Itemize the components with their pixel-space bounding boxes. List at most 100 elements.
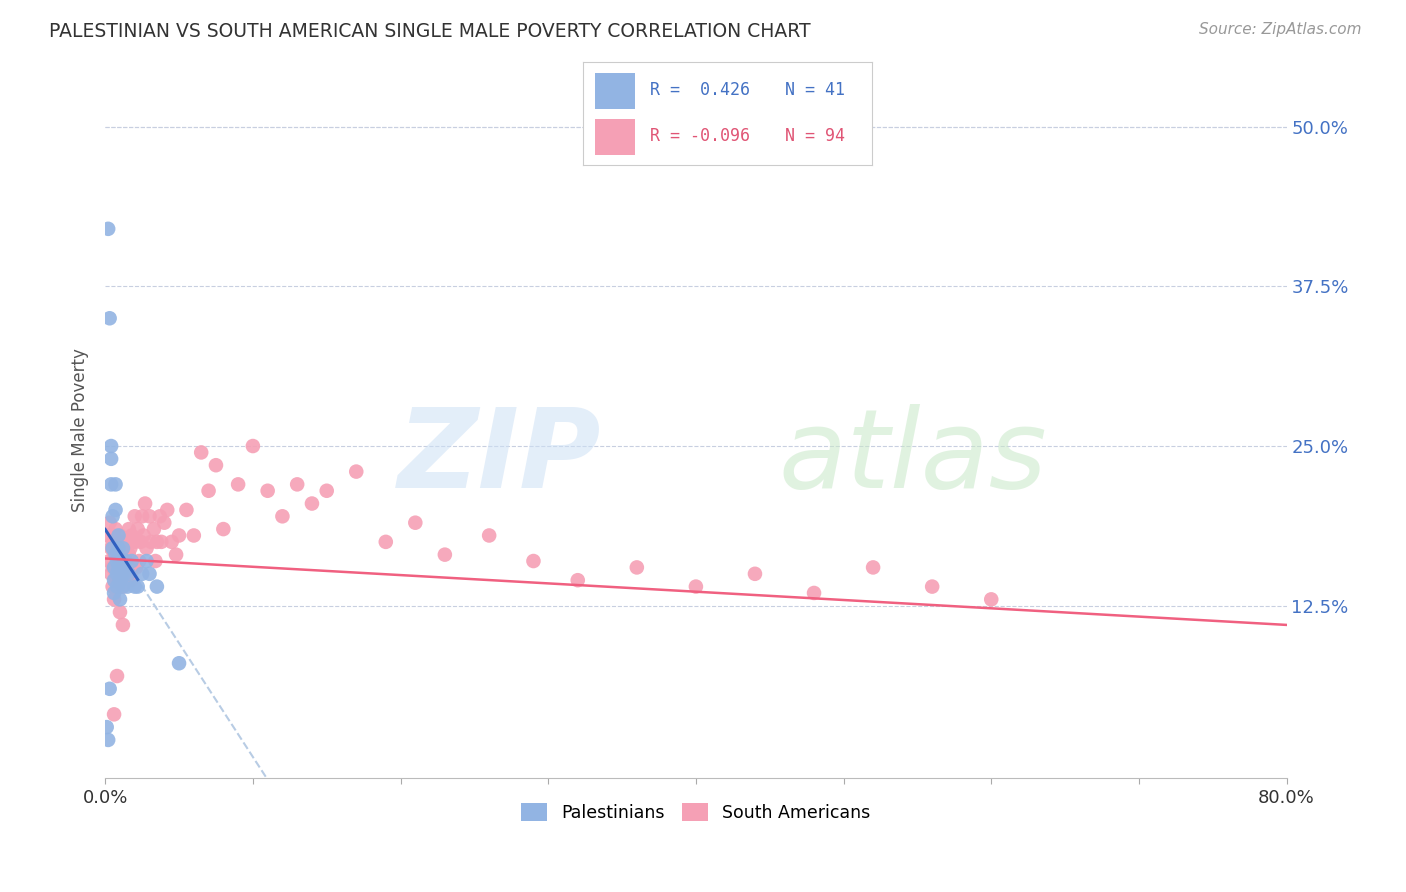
Point xyxy=(105,669,128,683)
Point xyxy=(115,534,138,549)
Point xyxy=(118,522,141,536)
Text: atlas: atlas xyxy=(779,404,1047,511)
Point xyxy=(111,534,134,549)
Point xyxy=(127,580,149,594)
Text: PALESTINIAN VS SOUTH AMERICAN SINGLE MALE POVERTY CORRELATION CHART: PALESTINIAN VS SOUTH AMERICAN SINGLE MAL… xyxy=(49,22,811,41)
Point xyxy=(117,573,139,587)
Point xyxy=(138,509,160,524)
Point xyxy=(108,605,131,619)
Point xyxy=(127,522,149,536)
Point xyxy=(100,439,122,453)
Point xyxy=(111,541,134,556)
Point xyxy=(107,580,129,594)
Point xyxy=(135,554,157,568)
Point xyxy=(100,541,122,556)
Bar xyxy=(595,119,636,155)
Text: N = 94: N = 94 xyxy=(785,128,845,145)
Point xyxy=(105,573,128,587)
Point xyxy=(108,580,131,594)
Text: N = 41: N = 41 xyxy=(785,81,845,99)
Point xyxy=(108,566,131,581)
Point xyxy=(921,580,943,594)
Point xyxy=(108,573,131,587)
Point xyxy=(156,503,179,517)
Point xyxy=(301,497,323,511)
Point xyxy=(139,534,162,549)
Point xyxy=(112,560,135,574)
Point xyxy=(107,560,129,574)
Point xyxy=(131,566,153,581)
Point xyxy=(111,618,134,632)
Point xyxy=(97,222,120,236)
Point xyxy=(101,541,124,556)
Point xyxy=(522,554,544,568)
Point xyxy=(104,541,127,556)
Point xyxy=(97,732,120,747)
Point xyxy=(96,720,118,734)
Point xyxy=(685,580,707,594)
Point xyxy=(105,554,128,568)
Point xyxy=(110,541,132,556)
Point xyxy=(226,477,249,491)
Point xyxy=(122,560,145,574)
Point xyxy=(146,534,169,549)
Point xyxy=(104,548,127,562)
Point xyxy=(100,451,122,466)
Point xyxy=(110,573,132,587)
Point xyxy=(183,528,205,542)
Point xyxy=(108,528,131,542)
Point xyxy=(150,534,173,549)
Point xyxy=(100,477,122,491)
Point xyxy=(112,554,135,568)
Point xyxy=(374,534,396,549)
Point xyxy=(108,548,131,562)
Point xyxy=(120,566,142,581)
Point xyxy=(124,580,146,594)
Point xyxy=(115,554,138,568)
Point xyxy=(98,311,121,326)
Point xyxy=(567,573,589,587)
Point xyxy=(134,497,156,511)
Point xyxy=(138,566,160,581)
Point xyxy=(145,554,167,568)
Point xyxy=(103,586,125,600)
Point xyxy=(118,566,141,581)
Point xyxy=(104,522,127,536)
Point xyxy=(167,528,190,542)
Legend: Palestinians, South Americans: Palestinians, South Americans xyxy=(515,796,877,829)
Point xyxy=(165,548,187,562)
Point xyxy=(980,592,1002,607)
Point xyxy=(344,465,367,479)
Point xyxy=(107,560,129,574)
Point xyxy=(256,483,278,498)
Point xyxy=(433,548,456,562)
Point xyxy=(803,586,825,600)
Point xyxy=(146,580,169,594)
Text: ZIP: ZIP xyxy=(398,404,602,511)
Point xyxy=(121,554,143,568)
Point xyxy=(149,509,172,524)
Point xyxy=(176,503,198,517)
Point xyxy=(111,580,134,594)
Point xyxy=(110,554,132,568)
Point xyxy=(160,534,183,549)
Point xyxy=(112,548,135,562)
Point xyxy=(167,657,190,671)
Point xyxy=(121,573,143,587)
Point xyxy=(124,509,146,524)
Point xyxy=(132,528,155,542)
Point xyxy=(118,548,141,562)
Point xyxy=(117,580,139,594)
Point xyxy=(104,503,127,517)
Point xyxy=(98,554,121,568)
Point xyxy=(105,580,128,594)
Point xyxy=(101,560,124,574)
Point xyxy=(107,541,129,556)
Point xyxy=(190,445,212,459)
Point xyxy=(103,573,125,587)
Point xyxy=(205,458,228,473)
Point xyxy=(131,509,153,524)
Point xyxy=(135,541,157,556)
Point xyxy=(104,477,127,491)
Point xyxy=(101,580,124,594)
